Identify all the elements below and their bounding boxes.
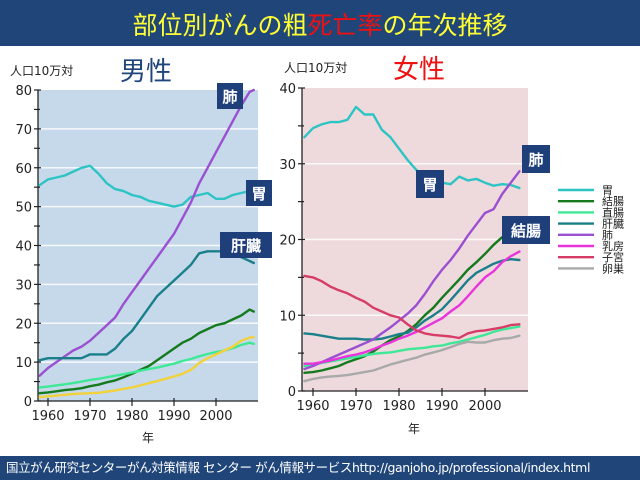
male-y-tick-label: 50 <box>15 201 32 216</box>
legend-label: 胃 <box>602 184 613 197</box>
female-y-tick-label: 40 <box>279 82 296 97</box>
female-series-line-肝臓 <box>303 258 521 341</box>
male-annotation-box <box>246 180 272 206</box>
male-annotation-label: 肺 <box>222 88 237 106</box>
female-chart-title: 女性 <box>393 55 445 85</box>
female-series-line-直腸 <box>303 325 521 368</box>
male-y-tick-label: 40 <box>15 240 32 255</box>
male-y-tick-label: 80 <box>15 84 32 99</box>
male-annotation-label: 胃 <box>251 185 266 203</box>
female-y-tick-label: 30 <box>279 158 296 173</box>
female-annotation-label: 胃 <box>422 176 437 194</box>
female-annotation-box <box>502 216 550 244</box>
female-annotation-label: 結腸 <box>511 222 541 240</box>
female-y-tick-label: 10 <box>279 309 296 324</box>
female-x-tick-label: 1980 <box>382 399 415 414</box>
male-series-line-結腸 <box>38 308 256 395</box>
male-annotation-box <box>217 83 243 109</box>
female-series-line-肺 <box>303 170 521 371</box>
title-part-highlight: 死亡率 <box>307 11 383 40</box>
female-annotation-box <box>416 170 444 198</box>
female-x-tick-label: 2000 <box>468 399 501 414</box>
male-series-line-胃 <box>38 164 256 208</box>
female-annotation-box <box>522 145 550 173</box>
male-x-axis-label: 年 <box>142 431 154 445</box>
male-y-tick-label: 30 <box>15 278 32 293</box>
female-x-tick-label: 1990 <box>425 399 458 414</box>
male-x-tick-label: 1980 <box>115 409 148 424</box>
female-series-line-子宮 <box>303 274 521 340</box>
legend-label: 肺 <box>602 229 613 242</box>
male-x-tick-label: 1970 <box>73 409 106 424</box>
male-annotation-box <box>220 232 272 258</box>
female-y-tick-label: 20 <box>279 234 296 249</box>
page-title: 部位別がんの粗死亡率の年次推移 <box>0 6 640 42</box>
female-x-axis-label: 年 <box>408 422 420 436</box>
male-chart-title: 男性 <box>120 57 172 87</box>
male-y-tick-label: 10 <box>15 356 32 371</box>
male-y-tick-label: 70 <box>15 123 32 138</box>
female-y-axis-label: 人口10万対 <box>284 61 347 75</box>
legend-label: 直腸 <box>602 205 624 219</box>
male-series-line-膵臓 <box>38 336 256 399</box>
male-y-tick-label: 20 <box>15 317 32 332</box>
legend-label: 結腸 <box>602 194 624 208</box>
legend-label: 卵巣 <box>602 262 624 275</box>
legend-label: 子宮 <box>602 250 624 264</box>
legend-label: 肝臓 <box>602 218 624 231</box>
female-series-line-卵巣 <box>303 334 521 383</box>
male-y-tick-label: 60 <box>15 162 32 177</box>
source-footer: 国立がん研究センターがん対策情報 センター がん情報サービスhttp://gan… <box>0 456 640 480</box>
female-annotation-label: 肺 <box>528 151 543 169</box>
female-series-line-胃 <box>303 105 521 190</box>
female-x-tick-label: 1970 <box>339 399 372 414</box>
male-y-tick-label: 0 <box>24 395 32 410</box>
female-x-tick-label: 1960 <box>296 399 329 414</box>
title-part-1: 部位別がんの粗 <box>132 11 308 40</box>
female-y-tick-label: 0 <box>288 385 296 400</box>
female-series-line-乳房 <box>303 250 521 365</box>
male-y-axis-label: 人口10万対 <box>10 64 73 78</box>
male-series-line-肺 <box>38 88 256 377</box>
title-bar: 部位別がんの粗死亡率の年次推移 <box>0 0 640 46</box>
legend-label: 乳房 <box>602 240 624 253</box>
title-part-2: の年次推移 <box>382 11 508 40</box>
male-x-tick-label: 1960 <box>31 409 64 424</box>
male-x-tick-label: 1990 <box>157 409 190 424</box>
male-x-tick-label: 2000 <box>199 409 232 424</box>
male-annotation-label: 肝臓 <box>231 237 261 255</box>
